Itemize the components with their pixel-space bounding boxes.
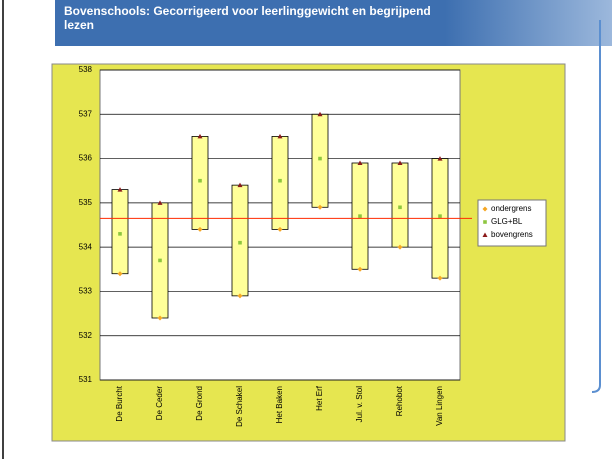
- marker-triangle: [237, 182, 243, 188]
- marker-diamond: [437, 275, 443, 281]
- range-bar: [311, 113, 329, 208]
- marker-diamond: [197, 226, 203, 232]
- marker-diamond: [157, 315, 163, 321]
- range-bar: [111, 189, 129, 275]
- x-tick-label: De Grond: [195, 386, 204, 421]
- legend-label: bovengrens: [491, 230, 533, 239]
- x-tick-label: De Schakel: [235, 386, 244, 427]
- marker-triangle: [357, 160, 363, 165]
- marker-diamond: [397, 244, 403, 250]
- marker-diamond: [237, 293, 243, 299]
- legend-symbol: [483, 220, 487, 224]
- marker-triangle: [117, 187, 123, 192]
- x-tick-label: Het Baken: [275, 386, 284, 423]
- x-tick-label: De Burcht: [115, 385, 124, 421]
- x-tick-label: Jul. v. Stol: [355, 386, 364, 423]
- legend-symbol: [482, 232, 488, 237]
- marker-square: [198, 178, 202, 183]
- y-tick-label: 534: [79, 242, 93, 251]
- slide-title: Bovenschools: Gecorrigeerd voor leerling…: [64, 4, 431, 32]
- marker-square: [118, 232, 122, 236]
- marker-triangle: [197, 133, 203, 139]
- y-tick-label: 532: [79, 331, 93, 340]
- legend-symbol: [482, 206, 488, 212]
- legend: [477, 199, 547, 247]
- marker-square: [318, 156, 322, 161]
- marker-diamond: [357, 266, 363, 272]
- y-tick-label: 531: [79, 375, 93, 384]
- marker-diamond: [117, 271, 123, 277]
- y-tick-label: 533: [79, 287, 93, 296]
- marker-triangle: [397, 160, 403, 165]
- marker-square: [358, 214, 362, 218]
- x-tick-label: Het Erf: [315, 385, 324, 411]
- marker-triangle: [437, 156, 443, 161]
- range-bar: [271, 136, 289, 230]
- slide-decoration: [591, 20, 601, 393]
- marker-triangle: [157, 200, 163, 205]
- legend-label: ondergrens: [491, 204, 531, 213]
- y-tick-label: 535: [79, 198, 93, 207]
- y-tick-label: 538: [79, 65, 93, 74]
- x-tick-label: Rehobot: [395, 385, 404, 416]
- marker-square: [278, 178, 282, 183]
- marker-square: [158, 258, 162, 263]
- marker-square: [398, 205, 402, 210]
- range-bar: [191, 136, 209, 230]
- marker-triangle: [317, 111, 323, 117]
- x-tick-label: De Ceder: [155, 386, 164, 421]
- header-band: [55, 0, 612, 46]
- marker-square: [438, 214, 442, 218]
- marker-square: [238, 240, 242, 245]
- range-bar: [231, 184, 249, 297]
- marker-triangle: [277, 133, 283, 139]
- y-tick-label: 536: [79, 154, 93, 163]
- legend-label: GLG+BL: [491, 217, 523, 226]
- range-bar: [391, 162, 409, 248]
- y-tick-label: 537: [79, 109, 93, 118]
- marker-diamond: [317, 204, 323, 210]
- x-tick-label: Van Lingen: [435, 386, 444, 426]
- marker-diamond: [277, 226, 283, 232]
